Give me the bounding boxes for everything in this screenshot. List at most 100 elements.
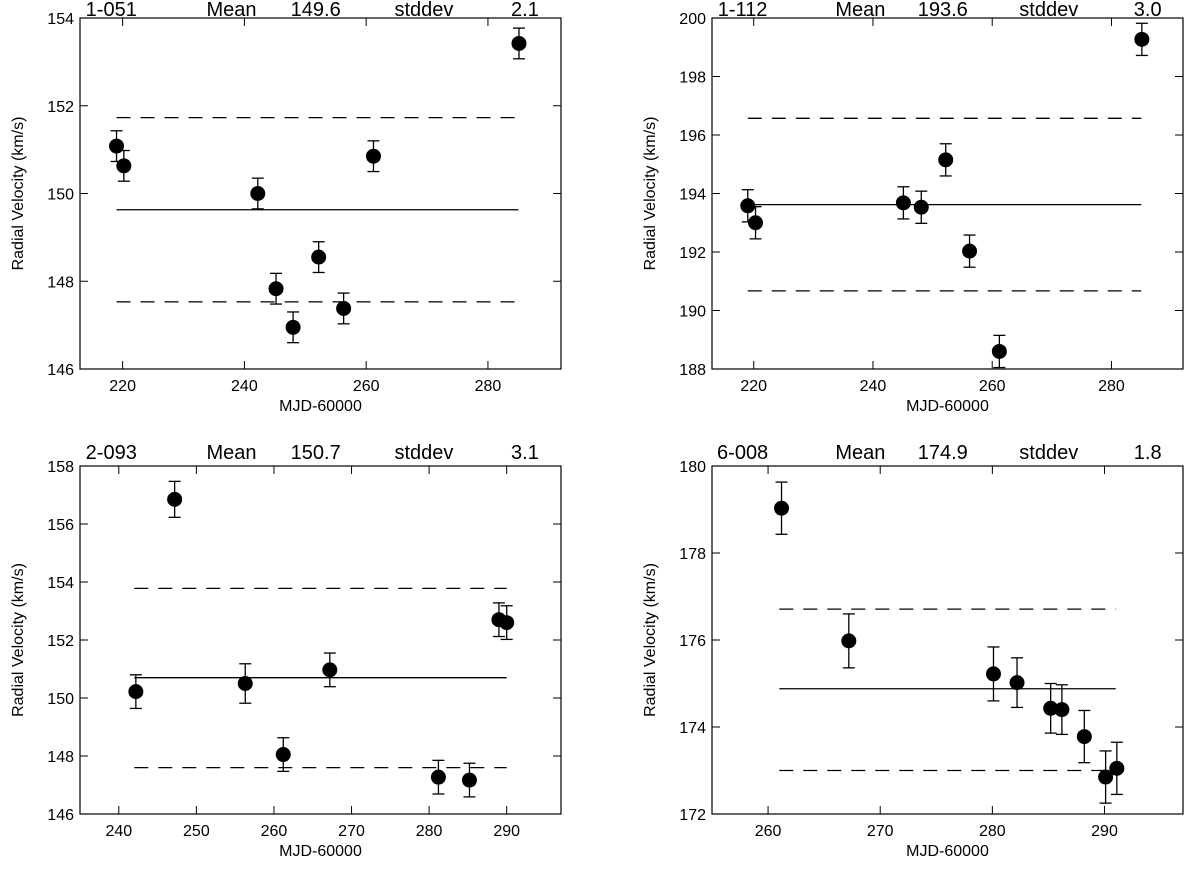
point-marker: [167, 491, 183, 507]
data-point: [285, 311, 301, 344]
data-point: [491, 602, 507, 638]
stddev-label: stddev: [394, 442, 453, 464]
y-tick-label: 194: [679, 187, 706, 204]
data-point: [237, 663, 253, 704]
data-point: [311, 241, 327, 274]
panel-1-112: 1-112 Mean 193.6 stddev 3.0 220 240 260 280 188 19…: [642, 0, 1184, 415]
mean-value: 149.6: [291, 0, 341, 21]
point-marker: [336, 300, 352, 316]
data-point: [985, 646, 1001, 702]
data-point: [365, 140, 381, 173]
point-marker: [511, 35, 527, 51]
data-point: [128, 674, 144, 710]
data-point: [167, 480, 183, 518]
x-axis-label: MJD-60000: [906, 843, 989, 860]
data-point: [322, 652, 338, 688]
mean-value: 150.7: [291, 442, 341, 464]
x-tick-label: 280: [416, 823, 443, 840]
data-point: [1043, 682, 1059, 734]
data-point: [1109, 741, 1125, 796]
point-marker: [285, 319, 301, 335]
point-marker: [237, 676, 253, 691]
mean-label: Mean: [835, 442, 885, 464]
x-axis-label: MJD-60000: [906, 398, 989, 415]
y-axis-label: Radial Velocity (km/s): [642, 117, 659, 271]
y-axis-label: Radial Velocity (km/s): [642, 563, 659, 717]
data-point: [895, 186, 911, 220]
stddev-label: stddev: [1019, 442, 1078, 464]
x-tick-label: 240: [105, 823, 132, 840]
data-point: [1076, 709, 1092, 764]
point-marker: [991, 343, 1007, 359]
point-marker: [1076, 729, 1092, 745]
data-point: [511, 27, 527, 60]
point-marker: [1134, 31, 1150, 47]
point-marker: [311, 249, 327, 265]
data-point: [461, 762, 477, 798]
x-tick-label: 290: [1091, 823, 1118, 840]
x-tick-label: 290: [493, 823, 520, 840]
point-marker: [1009, 675, 1025, 691]
y-tick-label: 156: [47, 517, 74, 534]
point-marker: [109, 138, 125, 154]
panel-6-008: 6-008 Mean 174.9 stddev 1.8 260 270 280 290 172 17…: [642, 442, 1184, 860]
y-tick-label: 146: [47, 807, 74, 824]
x-tick-label: 240: [231, 378, 258, 395]
data-point: [430, 759, 446, 795]
x-tick-label: 260: [261, 823, 288, 840]
stddev-label: stddev: [394, 0, 453, 21]
data-point: [913, 190, 929, 224]
stddev-value: 3.0: [1134, 0, 1162, 21]
mean-label: Mean: [206, 442, 256, 464]
x-tick-label: 260: [979, 378, 1006, 395]
x-tick-label: 260: [353, 378, 380, 395]
point-marker: [128, 684, 144, 700]
plot-frame: [79, 465, 562, 815]
y-tick-label: 180: [679, 459, 706, 476]
data-point: [1134, 22, 1150, 57]
star-id: 1-051: [86, 0, 137, 21]
y-tick-label: 154: [47, 11, 74, 28]
y-axis-label: Radial Velocity (km/s): [10, 117, 27, 271]
y-tick-label: 158: [47, 459, 74, 476]
data-point: [268, 272, 284, 305]
data-point: [109, 130, 125, 163]
point-marker: [430, 769, 446, 785]
point-marker: [774, 500, 790, 516]
x-tick-label: 280: [1098, 378, 1125, 395]
stddev-value: 2.1: [511, 0, 539, 21]
point-marker: [250, 186, 266, 201]
point-marker: [985, 666, 1001, 682]
mean-label: Mean: [835, 0, 885, 21]
mean-value: 193.6: [918, 0, 968, 21]
x-tick-label: 260: [755, 823, 782, 840]
point-marker: [1054, 702, 1070, 718]
data-point: [1054, 684, 1070, 736]
y-tick-label: 148: [47, 749, 74, 766]
point-marker: [461, 772, 477, 788]
data-point: [841, 613, 857, 669]
star-id: 2-093: [86, 442, 137, 464]
y-tick-label: 176: [679, 633, 706, 650]
data-point: [991, 334, 1007, 369]
point-marker: [322, 662, 338, 678]
y-tick-label: 174: [679, 720, 706, 737]
point-marker: [116, 158, 132, 174]
y-tick-label: 172: [679, 807, 706, 824]
x-tick-label: 280: [979, 823, 1006, 840]
point-marker: [740, 198, 756, 214]
x-tick-label: 240: [860, 378, 887, 395]
y-tick-label: 152: [47, 633, 74, 650]
panel-2-093: 2-093 Mean 150.7 stddev 3.1 240 250 260 270 280 29…: [10, 442, 562, 860]
y-tick-label: 188: [679, 362, 706, 379]
y-tick-label: 146: [47, 362, 74, 379]
y-tick-label: 148: [47, 274, 74, 291]
y-tick-label: 150: [47, 187, 74, 204]
x-axis-label: MJD-60000: [279, 398, 362, 415]
point-marker: [841, 633, 857, 649]
data-point: [499, 605, 515, 641]
y-tick-label: 178: [679, 546, 706, 563]
y-tick-label: 200: [679, 11, 706, 28]
mean-label: Mean: [206, 0, 256, 21]
